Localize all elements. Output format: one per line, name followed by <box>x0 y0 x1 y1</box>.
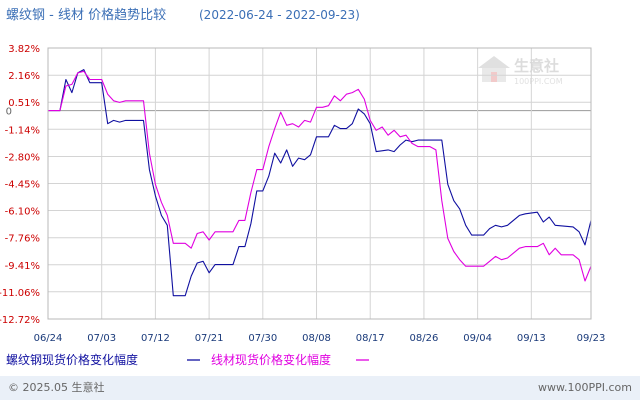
y-tick-label: 2.16% <box>8 71 40 82</box>
x-tick-label: 09/13 <box>517 333 546 344</box>
x-tick-label: 09/23 <box>577 333 606 344</box>
x-tick-label: 07/21 <box>195 333 224 344</box>
chart-title: 螺纹钢 - 线材 价格趋势比较 <box>6 7 166 23</box>
x-axis: 06/24 07/03 07/12 07/21 07/30 08/08 08/17 08/26… <box>34 333 606 344</box>
series-line-1 <box>48 69 592 297</box>
x-tick-label: 07/12 <box>141 333 170 344</box>
watermark-text: 生意社 <box>514 57 559 75</box>
legend-label-series-1: 螺纹钢现货价格变化幅度 <box>6 352 138 367</box>
legend: 螺纹钢现货价格变化幅度 线材现货价格变化幅度 <box>6 352 369 367</box>
chart-date-range: (2022-06-24 - 2022-09-23) <box>199 8 360 22</box>
series-line-2 <box>48 70 592 282</box>
footer-copyright: © 2025.05 生意社 <box>8 380 104 394</box>
series-layer <box>48 69 592 297</box>
y-tick-label: -6.10% <box>5 207 40 218</box>
y-tick-label: -12.72% <box>0 315 40 326</box>
footer-website-link[interactable]: www.100PPI.com <box>538 381 632 394</box>
y-tick-label: 0.51% <box>8 98 40 109</box>
y-tick-label: 3.82% <box>8 44 40 55</box>
x-tick-label: 08/26 <box>410 333 439 344</box>
y-tick-label: -9.41% <box>5 261 40 272</box>
plot-frame <box>47 47 592 320</box>
y-axis: 3.82% 2.16% 0.51%0 -1.14% -2.80% -4.45% -6.10%… <box>0 44 40 326</box>
footer-bar <box>0 376 640 400</box>
grid <box>48 47 591 320</box>
x-tick-label: 07/30 <box>248 333 277 344</box>
y-tick-label: -1.14% <box>5 125 40 136</box>
x-tick-label: 09/04 <box>463 333 492 344</box>
watermark-logo-icon <box>478 56 510 82</box>
y-tick-label: -4.45% <box>5 180 40 191</box>
watermark: 生意社 100PPI.COM <box>478 56 563 86</box>
x-tick-label: 06/24 <box>34 333 63 344</box>
x-tick-label: 08/08 <box>302 333 331 344</box>
x-tick-label: 07/03 <box>87 333 116 344</box>
y-tick-label: 0 <box>6 107 12 118</box>
y-tick-label: -2.80% <box>5 152 40 163</box>
watermark-subtext: 100PPI.COM <box>514 77 563 86</box>
y-tick-label: -7.76% <box>5 234 40 245</box>
legend-label-series-2: 线材现货价格变化幅度 <box>211 352 331 367</box>
x-tick-label: 08/17 <box>356 333 385 344</box>
y-tick-label: -11.06% <box>0 288 40 299</box>
